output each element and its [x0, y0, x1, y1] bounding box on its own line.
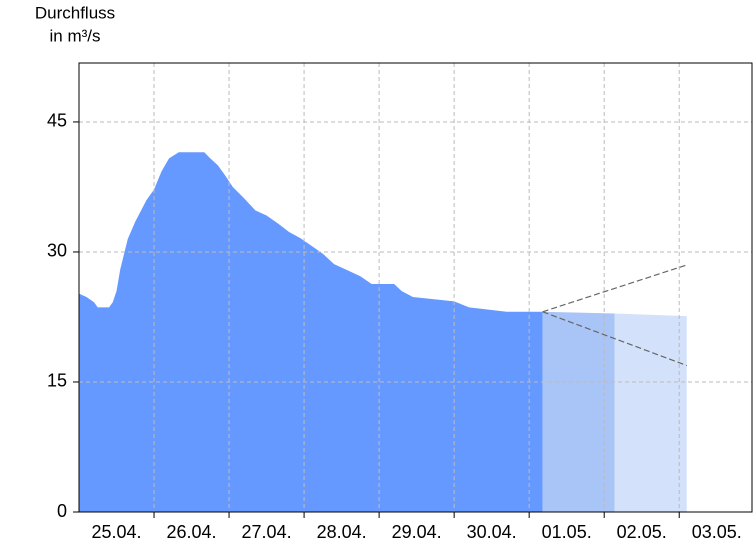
y-tick-label: 15	[47, 371, 67, 391]
x-tick-label: 01.05.	[542, 522, 592, 542]
x-tick-label: 28.04.	[317, 522, 367, 542]
x-tick-label: 27.04.	[242, 522, 292, 542]
y-tick-label: 45	[47, 111, 67, 131]
y-axis-title: Durchfluss	[35, 3, 115, 22]
area	[542, 311, 615, 512]
y-axis-title: in m³/s	[50, 26, 101, 45]
y-tick-label: 0	[57, 501, 67, 521]
x-tick-label: 03.05.	[692, 522, 742, 542]
plot-frame	[78, 62, 753, 513]
x-tick-label: 02.05.	[617, 522, 667, 542]
range-line	[542, 264, 687, 313]
y-tick-label: 30	[47, 241, 67, 261]
x-tick-label: 29.04.	[392, 522, 442, 542]
x-tick-label: 26.04.	[167, 522, 217, 542]
range-line	[542, 311, 687, 367]
x-tick-label: 25.04.	[91, 522, 141, 542]
area	[614, 313, 687, 512]
area	[79, 152, 543, 513]
x-tick-label: 30.04.	[467, 522, 517, 542]
